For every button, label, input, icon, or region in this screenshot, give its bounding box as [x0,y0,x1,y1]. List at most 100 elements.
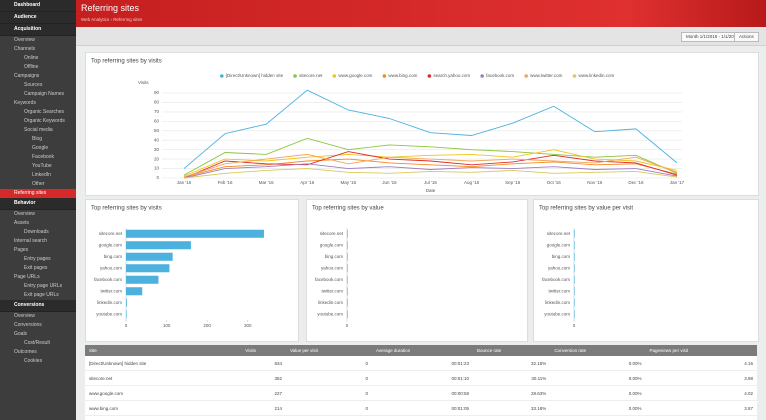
table-cell: 0 [285,370,372,386]
legend-label: www.linkedin.com [578,73,614,78]
column-header: Pageviews per visit [645,345,757,356]
nav-item[interactable]: Pages [14,247,29,253]
table-cell: 352 [241,370,286,386]
nav-item[interactable]: YouTube [32,163,52,169]
nav-item[interactable]: Blog [32,136,43,142]
table-cell: 4.02 [645,385,757,401]
bar [347,298,348,307]
legend-swatch [427,74,432,78]
nav-item[interactable]: Campaigns [14,73,40,79]
nav-item[interactable]: Cost/Result [24,340,50,346]
table-cell: 158 [241,415,286,420]
data-table: Site Visits Value per visit Average duratio… [85,345,757,420]
nav-item[interactable]: Overview [14,313,35,319]
nav-item[interactable]: Online [24,55,39,61]
table-row: www.google.com 227 0 00:00:58 28.63% 0.00% 4.0… [85,385,757,401]
nav-item[interactable]: Page URLs [14,274,40,280]
legend-label: facebook.com [486,73,514,78]
y-tick-label: twitter.com [548,288,570,293]
nav-item[interactable]: Assets [14,220,30,226]
table-cell: 00:00:58 [372,385,474,401]
table-cell: 4.11 [645,415,757,420]
crumb: Referring sites [113,17,143,22]
nav-item[interactable]: Conversions [0,300,76,312]
nav-item[interactable]: Offline [24,64,39,70]
nav-item[interactable]: Overview [14,37,35,43]
nav-item[interactable]: Entry page URLs [24,283,63,289]
nav-item[interactable]: Google [32,145,49,151]
table-cell: 29.75% [473,415,551,420]
chart-title: Top referring sites by value per visit [539,206,633,212]
nav-item[interactable]: Dashboard [0,0,76,12]
legend-label: www.google.com [338,73,372,78]
line-series [183,168,678,179]
x-tick-label: 0 [346,323,349,328]
table-cell: 0 [285,415,372,420]
table-cell: 30.11% [473,370,551,386]
column-header: Bounce rate [473,345,551,356]
actions-button[interactable]: Actions [734,32,759,42]
nav-item[interactable]: Sources [24,82,43,88]
bar [347,241,348,250]
nav-item[interactable]: Entry pages [24,256,51,262]
bar [574,275,575,284]
sidebar: Dashboard Audience Acquisition Overview Chan… [0,0,76,420]
nav-item[interactable]: Overview [14,211,35,217]
nav-item[interactable]: Audience [0,12,76,24]
nav-item[interactable]: Exit pages [24,265,48,271]
table-cell: 00:00:49 [372,415,474,420]
nav-item[interactable]: Organic Searches [24,109,65,115]
nav-item[interactable]: Facebook [32,154,54,160]
bar [347,264,348,273]
nav-item[interactable]: Other [32,181,45,187]
nav-item[interactable]: Social media [24,127,53,133]
table-cell: 0 [285,385,372,401]
y-tick-label: linkedin.com [318,300,343,305]
nav-item[interactable]: Keywords [14,100,36,106]
nav-item[interactable]: Goals [14,331,28,337]
nav-item[interactable]: Behavior [0,198,76,210]
header: Referring sites Web Analytics › Referrin… [76,0,766,27]
table-cell: search.yahoo.com [85,415,242,420]
bar [126,310,127,319]
y-tick-label: youtube.com [317,311,343,316]
table-cell: 00:01:23 [372,356,474,371]
crumb[interactable]: Web Analytics [81,17,110,22]
x-axis-title: Date [426,188,436,193]
y-tick-label: yahoo.com [100,265,122,270]
bar [574,229,575,238]
nav-item[interactable]: Outcomes [14,349,37,355]
legend-swatch [219,74,224,78]
x-tick-label: May '16 [341,180,357,185]
table-cell: 0.00% [550,370,646,386]
nav-item[interactable]: Organic Keywords [24,118,65,124]
y-tick-label: sitecore.net [99,231,123,236]
column-header: Visits [241,345,286,356]
y-tick-label: 30 [154,147,160,152]
header-row: Site Visits Value per visit Average duratio… [85,345,757,356]
nav-item[interactable]: Downloads [24,229,49,235]
nav-item[interactable]: LinkedIn [32,172,51,178]
nav-item[interactable]: Referring sites [0,189,76,198]
nav-item[interactable]: Conversions [14,322,42,328]
line-series [183,149,678,177]
nav-item[interactable]: Campaign Names [24,91,65,97]
y-tick-label: sitecore.net [547,231,571,236]
legend-swatch [293,74,297,78]
y-tick-label: 90 [154,90,160,95]
y-tick-label: 0 [156,175,159,180]
line-chart: Top referring sites by visits Visits Date 0… [91,59,685,194]
nav-item[interactable]: Cookies [24,358,43,364]
nav-item[interactable]: Channels [14,46,36,52]
bar-panel: Top referring sites by visits 0 100 200 300 s… [85,199,299,342]
legend: [Direct/Unknown] hidden site sitecore.net… [219,73,614,78]
nav-item[interactable]: Acquisition [0,24,76,36]
bar [574,252,575,261]
table-cell: 00:01:10 [372,370,474,386]
nav-item[interactable]: Exit page URLs [24,292,59,298]
table-cell: [Direct/Unknown] hidden site [85,356,242,371]
nav-item[interactable]: Internal search [14,238,48,244]
bar [574,264,575,273]
table-cell: 00:01:05 [372,400,474,416]
y-tick-label: 70 [154,109,160,114]
